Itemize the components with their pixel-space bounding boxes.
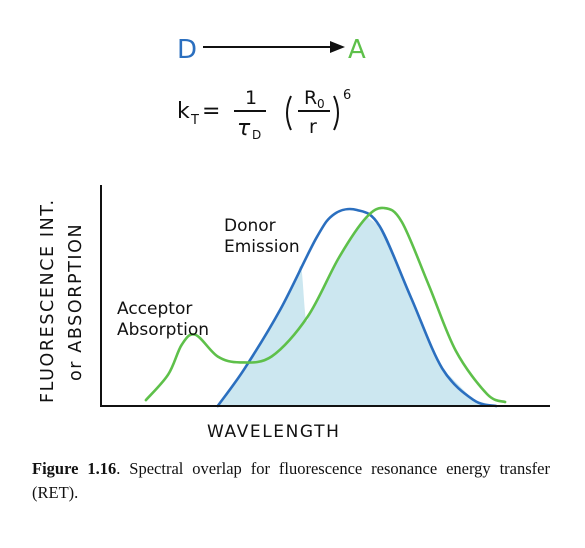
rate-equation: k T = 1 τ D R 0 r 6 <box>177 87 351 142</box>
equation-numerator: 1 <box>245 87 257 109</box>
equation-tau: τ <box>237 116 251 141</box>
transfer-arrow-head-icon <box>330 41 345 53</box>
spectral-overlap-area <box>217 217 497 406</box>
acceptor-label: A <box>348 35 366 65</box>
equation-k-subscript: T <box>190 113 199 128</box>
y-axis-label-line1: FLUORESCENCE INT. <box>38 198 58 403</box>
left-paren-icon <box>286 95 292 131</box>
figure-caption: Figure 1.16. Spectral overlap for fluore… <box>32 457 550 505</box>
acceptor-absorption-curve <box>144 206 507 404</box>
x-axis-label: WAVELENGTH <box>207 422 340 442</box>
donor-emission-curve <box>216 207 498 408</box>
equation-r: r <box>309 116 317 138</box>
equation-tau-subscript: D <box>252 128 261 142</box>
acceptor-absorption-label-line2: Absorption <box>117 320 209 340</box>
equation-exponent: 6 <box>343 88 351 103</box>
spectra-plot <box>144 206 507 408</box>
caption-text: . Spectral overlap for fluorescence reso… <box>32 459 550 502</box>
donor-emission-label-line2: Emission <box>224 237 300 257</box>
donor-label: D <box>177 35 197 65</box>
acceptor-absorption-label-line1: Acceptor <box>117 299 192 319</box>
equation-R-subscript: 0 <box>317 97 325 111</box>
equation-equals: = <box>202 99 220 124</box>
right-paren-icon <box>333 95 339 131</box>
equation-k: k <box>177 99 190 124</box>
equation-R: R <box>304 87 317 109</box>
figure-svg: D A k T = 1 τ D R 0 r 6 FLUORESCENCE INT… <box>38 35 550 442</box>
y-axis-label-line2: or ABSORPTION <box>66 223 86 381</box>
caption-label: Figure 1.16 <box>32 459 117 478</box>
donor-emission-label-line1: Donor <box>224 216 276 236</box>
